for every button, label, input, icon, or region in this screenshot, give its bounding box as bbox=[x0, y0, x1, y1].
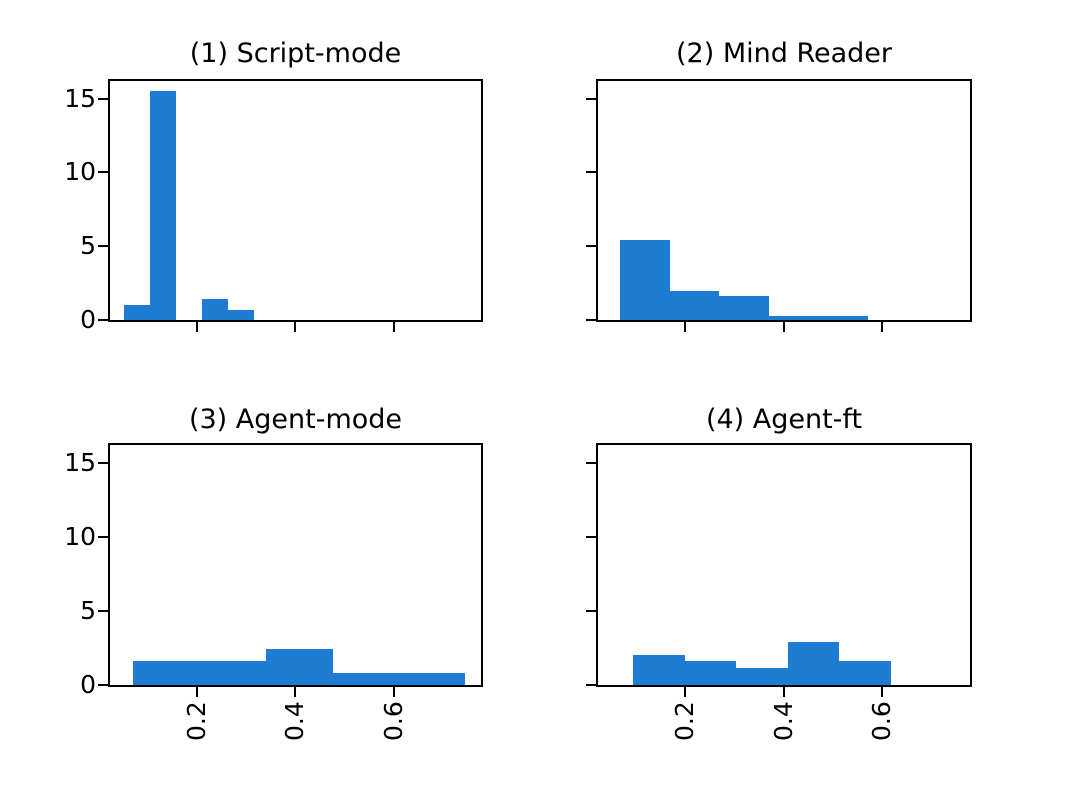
x-tick-label: 0.2 bbox=[670, 701, 700, 741]
y-tick bbox=[586, 609, 596, 612]
y-tick-label: 5 bbox=[80, 595, 96, 625]
x-tick-label: 0.4 bbox=[768, 701, 798, 741]
subplot-4-title: (4) Agent-ft bbox=[705, 404, 863, 435]
histogram-bar bbox=[768, 315, 819, 320]
subplot-3-title: (3) Agent-mode bbox=[188, 404, 403, 435]
histogram-bar bbox=[684, 661, 737, 685]
y-tick bbox=[586, 171, 596, 174]
x-tick bbox=[392, 687, 395, 697]
y-tick bbox=[586, 535, 596, 538]
y-tick-label: 5 bbox=[80, 231, 96, 261]
x-tick bbox=[294, 687, 297, 697]
subplot-2-axes bbox=[586, 79, 972, 332]
y-tick-label: 15 bbox=[64, 447, 96, 477]
subplot-4-axes: 0.2 0.4 0.6 bbox=[586, 443, 972, 741]
y-tick bbox=[98, 684, 108, 686]
histogram-bar bbox=[736, 667, 788, 685]
histogram-bar bbox=[633, 655, 685, 685]
histogram-bar bbox=[669, 291, 720, 320]
histogram-bar bbox=[332, 673, 399, 685]
histogram-bar bbox=[123, 304, 150, 320]
x-tick bbox=[195, 687, 198, 697]
y-tick-label: 15 bbox=[64, 83, 96, 113]
y-tick bbox=[98, 97, 108, 100]
subplot-1-title: (1) Script-mode bbox=[189, 38, 402, 69]
x-tick-label: 0.2 bbox=[181, 701, 211, 741]
y-tick bbox=[586, 461, 596, 464]
histogram-bar bbox=[227, 310, 254, 320]
y-tick bbox=[586, 245, 596, 248]
x-tick bbox=[195, 322, 198, 332]
histogram-bar bbox=[398, 673, 466, 685]
histogram-bar bbox=[620, 239, 670, 320]
histogram-bar bbox=[266, 649, 333, 685]
subplot-3-axes: 0.2 0.4 0.6 0 5 10 15 bbox=[64, 443, 483, 741]
x-tick-label: 0.6 bbox=[378, 701, 408, 741]
x-tick bbox=[782, 322, 785, 332]
histogram-bar bbox=[838, 661, 891, 685]
y-tick bbox=[98, 535, 108, 538]
y-tick bbox=[98, 609, 108, 612]
x-tick-label: 0.6 bbox=[867, 701, 897, 741]
x-tick bbox=[392, 322, 395, 332]
x-tick bbox=[782, 687, 785, 697]
y-tick bbox=[98, 319, 108, 321]
y-tick bbox=[98, 461, 108, 464]
x-tick-label: 0.4 bbox=[280, 701, 310, 741]
y-tick-label: 0 bbox=[80, 670, 96, 699]
y-tick-label: 0 bbox=[80, 305, 96, 334]
x-tick bbox=[881, 687, 884, 697]
y-tick bbox=[98, 245, 108, 248]
y-tick-label: 10 bbox=[64, 157, 96, 187]
histogram-bar bbox=[133, 661, 200, 685]
y-tick bbox=[586, 684, 596, 686]
y-tick-label: 10 bbox=[64, 521, 96, 551]
x-tick bbox=[684, 687, 687, 697]
y-tick bbox=[586, 97, 596, 100]
x-tick bbox=[294, 322, 297, 332]
histogram-bar bbox=[201, 298, 228, 320]
histogram-bar bbox=[787, 642, 839, 685]
histogram-bar bbox=[818, 315, 868, 320]
histogram-bar bbox=[149, 91, 176, 320]
y-tick bbox=[98, 171, 108, 174]
x-tick bbox=[684, 322, 687, 332]
subplot-2-title: (2) Mind Reader bbox=[675, 38, 892, 69]
histogram-bar bbox=[719, 296, 769, 320]
y-tick bbox=[586, 319, 596, 321]
histogram-bar bbox=[199, 661, 267, 685]
x-tick bbox=[881, 322, 884, 332]
subplot-1-axes: 0 5 10 15 bbox=[64, 79, 483, 334]
